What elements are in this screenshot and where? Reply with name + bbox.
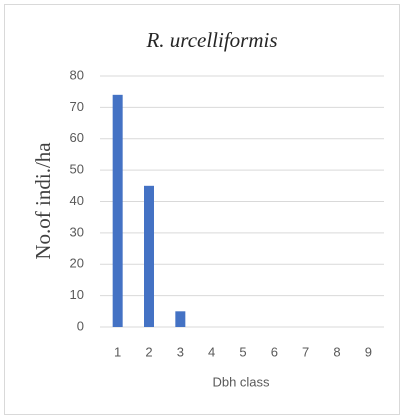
y-tick-label: 40	[70, 193, 84, 208]
y-tick-label: 30	[70, 224, 84, 239]
y-tick-label: 70	[70, 99, 84, 114]
chart-title: R. urcelliformis	[145, 28, 277, 52]
x-tick-label: 5	[239, 344, 246, 359]
bar	[175, 311, 186, 327]
y-tick-label: 60	[70, 130, 84, 145]
y-axis-label: No.of indi./ha	[31, 142, 55, 260]
y-tick-label: 50	[70, 162, 84, 177]
y-tick-label: 20	[70, 256, 84, 271]
x-tick-label: 9	[365, 344, 372, 359]
x-tick-label: 7	[302, 344, 309, 359]
y-tick-label: 10	[70, 287, 84, 302]
x-tick-label: 4	[208, 344, 215, 359]
bar	[144, 185, 154, 327]
x-tick-label: 6	[271, 344, 278, 359]
x-tick-label: 2	[145, 344, 152, 359]
x-tick-label: 3	[177, 344, 184, 359]
bar	[112, 94, 123, 327]
y-tick-label: 80	[70, 67, 84, 82]
y-tick-label: 0	[77, 318, 84, 333]
x-axis-label: Dbh class	[212, 374, 270, 389]
x-tick-label: 1	[114, 344, 121, 359]
x-tick-label: 8	[333, 344, 340, 359]
chart-border	[4, 4, 400, 415]
